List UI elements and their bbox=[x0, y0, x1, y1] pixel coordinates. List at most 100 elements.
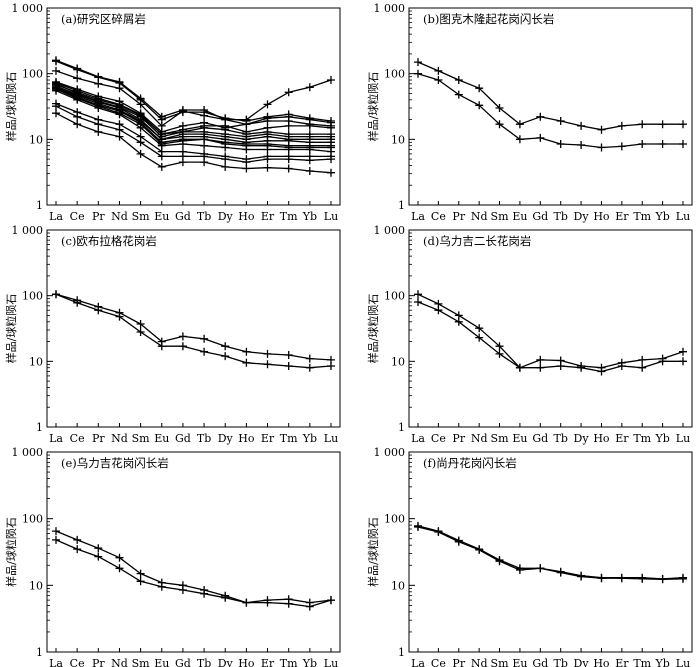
y-tick-label: 1 000 bbox=[12, 446, 44, 459]
data-point-marker bbox=[305, 602, 314, 611]
y-axis-label: 样品/球粒陨石 bbox=[4, 72, 18, 142]
data-point-marker bbox=[178, 342, 187, 351]
x-tick-label: Eu bbox=[512, 657, 527, 667]
x-tick-label: Pr bbox=[92, 432, 105, 445]
data-point-marker bbox=[178, 107, 187, 115]
x-tick-label: Dy bbox=[218, 432, 234, 445]
data-point-marker bbox=[221, 342, 230, 351]
x-tick-label: Tm bbox=[280, 210, 298, 223]
plot-frame bbox=[408, 7, 693, 206]
data-point-marker bbox=[305, 83, 314, 92]
data-point-marker bbox=[284, 155, 293, 164]
data-point-marker bbox=[638, 363, 647, 372]
series-line bbox=[417, 293, 684, 369]
data-point-marker bbox=[597, 125, 606, 134]
y-tick-label: 1 bbox=[398, 421, 405, 434]
x-tick-label: Pr bbox=[92, 657, 105, 667]
data-point-marker bbox=[284, 351, 293, 359]
y-tick-label: 100 bbox=[384, 68, 405, 81]
data-point-marker bbox=[52, 535, 60, 544]
y-tick-label: 100 bbox=[22, 290, 43, 303]
data-point-marker bbox=[679, 347, 687, 356]
x-tick-label: Nd bbox=[471, 210, 488, 223]
data-point-marker bbox=[94, 306, 103, 315]
y-tick-label: 100 bbox=[384, 290, 405, 303]
x-tick-label: Tm bbox=[633, 432, 651, 445]
chart-panel-5: 1 10 100 1 000 La Ce Pr Nd Sm Eu Gd Tb Dy Ho Er Tm Yb Lu 样… bbox=[4, 446, 341, 667]
x-tick-label: Nd bbox=[111, 657, 128, 667]
data-point-marker bbox=[327, 168, 335, 177]
x-tick-label: Lu bbox=[324, 657, 338, 667]
x-tick-label: Sm bbox=[132, 210, 151, 223]
series-line bbox=[55, 59, 332, 121]
data-point-marker bbox=[434, 66, 443, 75]
data-point-marker bbox=[115, 564, 124, 573]
data-point-marker bbox=[157, 582, 166, 591]
data-point-marker bbox=[495, 104, 504, 112]
y-tick-label: 1 bbox=[398, 646, 405, 659]
data-point-marker bbox=[284, 88, 293, 97]
y-tick-label: 10 bbox=[29, 133, 43, 146]
data-point-marker bbox=[536, 112, 545, 121]
x-tick-label: Lu bbox=[324, 432, 338, 445]
x-tick-label: Ce bbox=[431, 657, 446, 667]
y-tick-label: 1 bbox=[36, 421, 43, 434]
x-tick-label: La bbox=[411, 210, 425, 223]
data-point-marker bbox=[658, 575, 667, 584]
x-tick-label: Gd bbox=[532, 657, 548, 667]
series-line bbox=[55, 539, 332, 608]
data-point-marker bbox=[263, 598, 272, 607]
data-point-marker bbox=[556, 362, 565, 370]
x-tick-label: Tb bbox=[197, 657, 211, 667]
data-point-marker bbox=[475, 84, 484, 93]
x-tick-label: Lu bbox=[676, 432, 690, 445]
x-tick-label: Gd bbox=[175, 432, 191, 445]
data-point-marker bbox=[221, 352, 230, 361]
x-tick-label: Gd bbox=[175, 657, 191, 667]
plot-frame bbox=[46, 451, 341, 653]
data-point-marker bbox=[115, 132, 124, 141]
data-point-marker bbox=[617, 574, 626, 583]
data-point-marker bbox=[94, 552, 103, 561]
data-point-marker bbox=[597, 574, 606, 583]
x-tick-label: Dy bbox=[574, 432, 590, 445]
x-tick-label: Tb bbox=[197, 210, 211, 223]
data-point-marker bbox=[284, 362, 293, 370]
data-point-marker bbox=[136, 569, 145, 578]
panel-title: (e)乌力吉花岗闪长岩 bbox=[61, 456, 169, 470]
data-point-marker bbox=[536, 363, 545, 372]
data-point-marker bbox=[495, 342, 504, 351]
panel-title: (f)尚丹花岗闪长岩 bbox=[423, 456, 517, 470]
data-point-marker bbox=[136, 577, 145, 586]
series-line bbox=[417, 301, 683, 373]
series-line bbox=[55, 293, 332, 369]
x-tick-label: Sm bbox=[491, 657, 510, 667]
data-point-marker bbox=[94, 544, 103, 553]
data-point-marker bbox=[242, 358, 251, 367]
data-point-marker bbox=[221, 155, 230, 164]
data-point-marker bbox=[305, 156, 314, 165]
data-point-marker bbox=[658, 140, 667, 148]
x-tick-label: Ho bbox=[593, 210, 610, 223]
y-axis-label: 样品/球粒陨石 bbox=[366, 72, 380, 142]
x-tick-label: Tm bbox=[280, 657, 298, 667]
x-tick-label: Sm bbox=[491, 432, 510, 445]
data-point-marker bbox=[515, 120, 524, 129]
x-tick-label: Sm bbox=[132, 657, 151, 667]
y-tick-label: 100 bbox=[384, 513, 405, 526]
data-point-marker bbox=[73, 112, 82, 121]
x-tick-label: Eu bbox=[512, 432, 527, 445]
x-tick-label: Yb bbox=[302, 210, 317, 223]
data-point-marker bbox=[679, 120, 687, 129]
data-point-marker bbox=[200, 111, 209, 120]
data-point-marker bbox=[556, 568, 565, 577]
panel-title: (c)欧布拉格花岗岩 bbox=[61, 234, 157, 248]
x-tick-label: Gd bbox=[532, 210, 548, 223]
data-point-marker bbox=[556, 140, 565, 148]
data-point-marker bbox=[136, 149, 145, 158]
y-axis-label: 样品/球粒陨石 bbox=[366, 294, 380, 364]
panel-title: (d)乌力吉二长花岗岩 bbox=[423, 234, 531, 248]
x-tick-label: Tb bbox=[197, 432, 211, 445]
series-line bbox=[55, 293, 332, 361]
data-point-marker bbox=[221, 593, 230, 602]
